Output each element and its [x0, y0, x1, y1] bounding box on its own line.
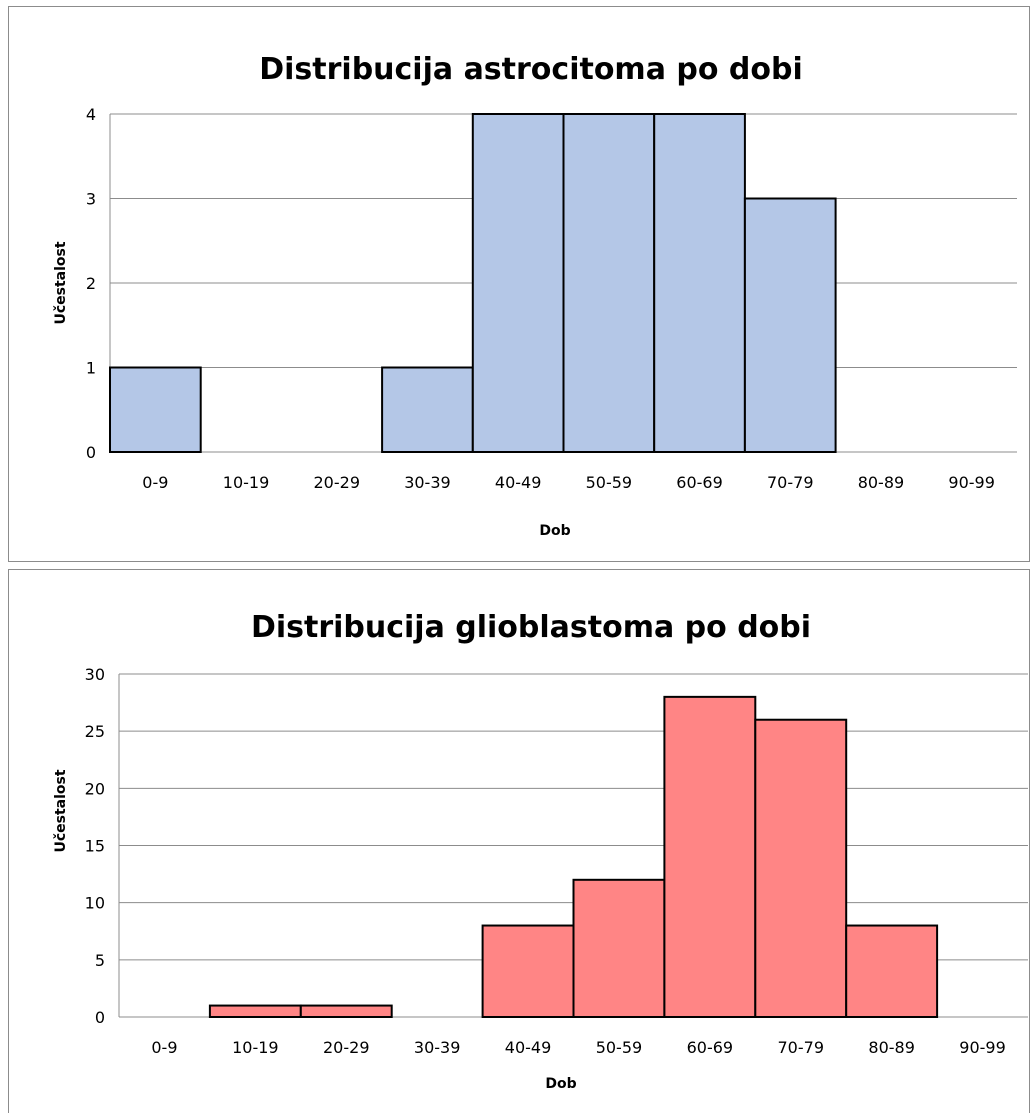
- glioblastoma-y-axis-title: Učestalost: [53, 769, 69, 852]
- astrocitoma-chart-svg: Distribucija astrocitoma po dobi 0 1 2 3 4 0…: [53, 52, 1017, 539]
- glioblastoma-x-tick-label: 60-69: [687, 1038, 734, 1057]
- astrocitoma-chart: Distribucija astrocitoma po dobi 0 1 2 3 4 0…: [8, 6, 1030, 562]
- astrocitoma-y-tick-label: 2: [86, 274, 96, 293]
- glioblastoma-x-tick-label: 40-49: [505, 1038, 552, 1057]
- astrocitoma-bars: [109, 113, 837, 453]
- astrocitoma-y-tick-label: 3: [86, 190, 96, 209]
- glioblastoma-chart-title: Distribucija glioblastoma po dobi: [251, 610, 811, 645]
- astrocitoma-y-tick-labels: 0 1 2 3 4: [86, 105, 96, 462]
- astrocitoma-y-tick-label: 1: [86, 359, 96, 378]
- glioblastoma-y-tick-label: 30: [85, 665, 105, 684]
- glioblastoma-bar-70-79: [754, 718, 848, 1018]
- glioblastoma-y-tick-label: 20: [85, 779, 105, 798]
- glioblastoma-chart: Distribucija glioblastoma po dobi 0 5 10 15…: [8, 569, 1030, 1113]
- glioblastoma-bar-40-49: [481, 924, 575, 1018]
- astrocitoma-x-tick-label: 40-49: [495, 473, 542, 492]
- astrocitoma-bar-60-69: [653, 113, 746, 453]
- glioblastoma-y-tick-label: 25: [85, 722, 105, 741]
- astrocitoma-x-tick-label: 10-19: [223, 473, 270, 492]
- astrocitoma-y-tick-label: 4: [86, 105, 96, 124]
- astrocitoma-x-tick-label: 60-69: [676, 473, 723, 492]
- glioblastoma-x-tick-label: 30-39: [414, 1038, 461, 1057]
- glioblastoma-x-tick-label: 20-29: [323, 1038, 370, 1057]
- glioblastoma-bar-80-89: [845, 924, 939, 1018]
- glioblastoma-y-tick-label: 15: [85, 837, 105, 856]
- glioblastoma-y-tick-labels: 0 5 10 15 20 25 30: [85, 665, 105, 1027]
- astrocitoma-bar-30-39: [381, 366, 474, 453]
- astrocitoma-x-tick-labels: 0-9 10-19 20-29 30-39 40-49 50-59 60-69 70-79 80…: [142, 473, 995, 492]
- glioblastoma-y-tick-label: 5: [95, 951, 105, 970]
- astrocitoma-y-tick-label: 0: [86, 443, 96, 462]
- glioblastoma-bar-20-29: [299, 1004, 393, 1019]
- glioblastoma-y-tick-label: 10: [85, 894, 105, 913]
- glioblastoma-x-tick-label: 0-9: [151, 1038, 177, 1057]
- glioblastoma-x-tick-label: 90-99: [959, 1038, 1006, 1057]
- glioblastoma-bar-50-59: [572, 878, 666, 1018]
- astrocitoma-y-axis-title: Učestalost: [53, 241, 69, 324]
- glioblastoma-x-axis-title: Dob: [545, 1076, 576, 1092]
- glioblastoma-x-tick-label: 80-89: [868, 1038, 915, 1057]
- glioblastoma-bar-10-19: [208, 1004, 302, 1019]
- astrocitoma-x-tick-label: 0-9: [142, 473, 168, 492]
- glioblastoma-bars: [208, 695, 939, 1019]
- glioblastoma-x-tick-label: 50-59: [596, 1038, 643, 1057]
- astrocitoma-chart-title: Distribucija astrocitoma po dobi: [259, 52, 803, 87]
- astrocitoma-x-tick-label: 50-59: [586, 473, 633, 492]
- glioblastoma-x-tick-labels: 0-9 10-19 20-29 30-39 40-49 50-59 60-69 70-79 80…: [151, 1038, 1005, 1057]
- astrocitoma-bar-40-49: [471, 113, 565, 453]
- astrocitoma-x-tick-label: 70-79: [767, 473, 814, 492]
- astrocitoma-x-tick-label: 30-39: [404, 473, 451, 492]
- astrocitoma-x-tick-label: 20-29: [314, 473, 361, 492]
- astrocitoma-bar-50-59: [562, 113, 656, 453]
- astrocitoma-bar-0-9: [109, 366, 202, 453]
- glioblastoma-y-tick-label: 0: [95, 1008, 105, 1027]
- glioblastoma-bar-60-69: [663, 695, 757, 1018]
- glioblastoma-chart-svg: Distribucija glioblastoma po dobi 0 5 10 15…: [53, 610, 1028, 1092]
- astrocitoma-x-axis-title: Dob: [539, 523, 570, 539]
- glioblastoma-x-tick-label: 70-79: [778, 1038, 825, 1057]
- astrocitoma-x-tick-label: 80-89: [858, 473, 905, 492]
- astrocitoma-x-tick-label: 90-99: [948, 473, 995, 492]
- astrocitoma-bar-70-79: [743, 197, 837, 453]
- glioblastoma-x-tick-label: 10-19: [232, 1038, 279, 1057]
